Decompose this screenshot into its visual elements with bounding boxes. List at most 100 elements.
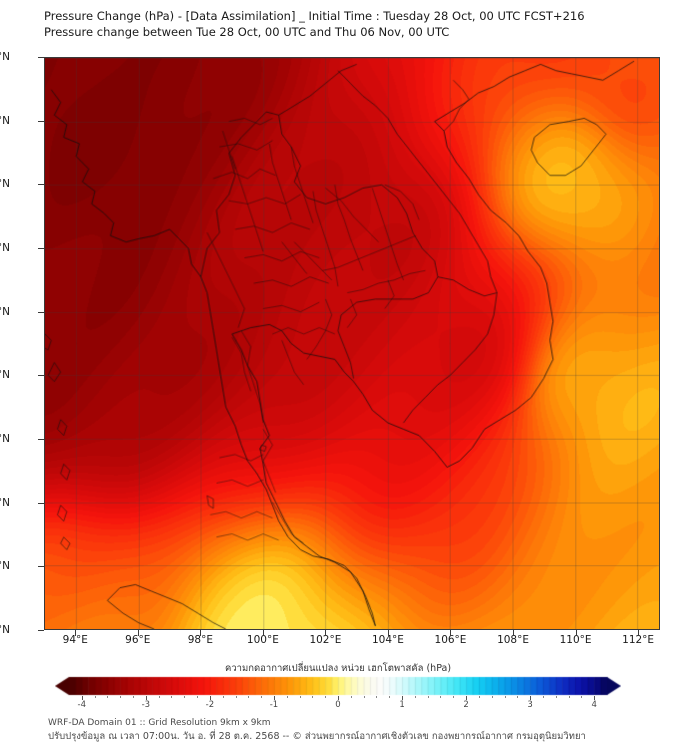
colorbar-minor-tick-mark (542, 696, 544, 698)
colorbar-minor-tick-mark (248, 696, 250, 698)
x-axis-tick-label: 94°E (62, 634, 88, 646)
colorbar-minor-tick-mark (478, 696, 480, 698)
colorbar-tick-mark (273, 696, 275, 700)
x-axis-tick-mark (262, 630, 264, 636)
colorbar (55, 676, 621, 696)
y-axis-tick-mark (38, 630, 44, 631)
colorbar-tick-label: -2 (205, 700, 215, 710)
x-axis-tick-mark (325, 630, 327, 636)
colorbar-minor-tick-mark (350, 696, 352, 698)
colorbar-minor-tick-mark (555, 696, 557, 698)
y-axis-tick-mark (38, 311, 44, 313)
colorbar-label: ความกดอากาศเปลี่ยนแปลง หน่วย เฮกโตพาสคัล… (224, 663, 452, 674)
x-axis-tick-label: 112°E (622, 634, 655, 646)
y-axis-tick-mark (38, 375, 44, 377)
colorbar-minor-tick-mark (325, 696, 327, 698)
colorbar-tick-mark (466, 696, 468, 700)
colorbar-minor-tick-mark (312, 696, 314, 698)
colorbar-tick-label: 1 (399, 700, 405, 710)
x-axis-tick-label: 104°E (371, 634, 404, 646)
colorbar-minor-tick-mark (222, 696, 224, 698)
y-axis-tick-mark (38, 502, 44, 504)
colorbar-tick-label: 4 (591, 700, 597, 710)
y-axis-tick-label: 4°N (0, 624, 10, 636)
x-axis-tick-label: 102°E (309, 634, 342, 646)
colorbar-minor-tick-mark (453, 696, 455, 698)
y-axis-tick-mark (38, 439, 44, 440)
x-axis-tick-mark (638, 630, 640, 636)
y-axis-tick-label: 6°N (0, 560, 10, 573)
x-axis-tick-mark (200, 630, 202, 636)
y-axis-tick-mark (38, 566, 44, 568)
colorbar-minor-tick-mark (389, 696, 391, 698)
colorbar-minor-tick-mark (376, 696, 378, 698)
map-plot-area (44, 57, 660, 630)
x-axis-tick-mark (75, 630, 77, 636)
y-axis-tick-mark (38, 57, 44, 58)
x-axis-tick-label: 108°E (497, 634, 529, 646)
colorbar-tick-label: -1 (269, 700, 279, 710)
y-axis-tick-label: 8°N (0, 496, 10, 509)
colorbar-minor-tick-mark (427, 696, 429, 698)
colorbar-minor-tick-mark (94, 696, 96, 698)
colorbar-tick-mark (530, 696, 532, 700)
colorbar-minor-tick-mark (491, 696, 493, 698)
x-axis-tick-label: 100°E (246, 634, 279, 646)
colorbar-tick-label: -4 (77, 700, 87, 710)
colorbar-tick-mark (402, 696, 404, 700)
y-axis-tick-label: 18°N (0, 178, 10, 191)
colorbar-tick-label: 0 (335, 700, 341, 710)
colorbar-minor-tick-mark (568, 696, 570, 698)
colorbar-minor-tick-mark (504, 696, 506, 698)
colorbar-minor-tick-mark (581, 696, 583, 698)
colorbar-minor-tick-mark (235, 696, 237, 698)
y-axis-tick-label: 14°N (0, 305, 10, 318)
colorbar-minor-tick-mark (299, 696, 301, 698)
colorbar-tick-mark (209, 696, 211, 700)
coastline-and-grid-overlay (45, 58, 659, 629)
y-axis-tick-mark (38, 248, 44, 249)
x-axis-tick-mark (575, 630, 577, 636)
colorbar-minor-tick-mark (286, 696, 288, 698)
x-axis-tick-label: 106°E (434, 634, 467, 646)
figure-title-block: Pressure Change (hPa) - [Data Assimilati… (44, 8, 664, 40)
colorbar-minor-tick-mark (414, 696, 416, 698)
colorbar-minor-tick-mark (120, 696, 122, 698)
colorbar-minor-tick-mark (158, 696, 160, 698)
colorbar-minor-tick-mark (184, 696, 186, 698)
colorbar-minor-tick-mark (107, 696, 109, 698)
colorbar-minor-tick-mark (363, 696, 365, 698)
colorbar-minor-tick-mark (517, 696, 519, 698)
x-axis-tick-mark (137, 630, 139, 636)
colorbar-tick-mark (81, 696, 83, 700)
y-axis-tick-label: 22°N (0, 51, 10, 63)
x-axis-tick-label: 96°E (125, 634, 151, 646)
figure-footer: WRF-DA Domain 01 :: Grid Resolution 9km … (48, 716, 668, 744)
colorbar-minor-tick-mark (261, 696, 263, 698)
figure-title-line2: Pressure change between Tue 28 Oct, 00 U… (44, 25, 450, 39)
colorbar-minor-tick-mark (171, 696, 173, 698)
x-axis-tick-mark (387, 630, 389, 636)
figure-title-line1: Pressure Change (hPa) - [Data Assimilati… (44, 9, 585, 23)
y-axis-tick-label: 10°N (0, 433, 10, 445)
footer-domain-info: WRF-DA Domain 01 :: Grid Resolution 9km … (48, 718, 271, 728)
x-axis-tick-label: 110°E (559, 634, 592, 646)
y-axis-tick-mark (38, 120, 44, 122)
colorbar-tick-mark (145, 696, 147, 700)
colorbar-minor-tick-mark (197, 696, 199, 698)
x-axis-tick-mark (450, 630, 452, 636)
y-axis-tick-label: 20°N (0, 114, 10, 127)
colorbar-gradient (55, 676, 621, 696)
colorbar-minor-tick-mark (133, 696, 135, 698)
y-axis-tick-label: 16°N (0, 242, 10, 254)
colorbar-minor-tick-mark (440, 696, 442, 698)
y-axis-tick-label: 12°N (0, 369, 10, 382)
colorbar-tick-label: -3 (141, 700, 151, 710)
colorbar-tick-mark (594, 696, 596, 700)
y-axis-tick-mark (38, 184, 44, 186)
x-axis-tick-label: 98°E (187, 634, 213, 646)
colorbar-tick-label: 2 (463, 700, 469, 710)
colorbar-tick-mark (338, 696, 339, 700)
x-axis-tick-mark (513, 630, 515, 636)
footer-attribution: ปรับปรุงข้อมูล ณ เวลา 07:00น. วัน อ. ที่… (48, 731, 586, 742)
